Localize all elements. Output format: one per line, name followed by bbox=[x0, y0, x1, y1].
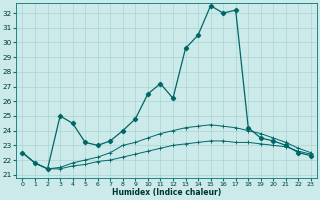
X-axis label: Humidex (Indice chaleur): Humidex (Indice chaleur) bbox=[112, 188, 221, 197]
